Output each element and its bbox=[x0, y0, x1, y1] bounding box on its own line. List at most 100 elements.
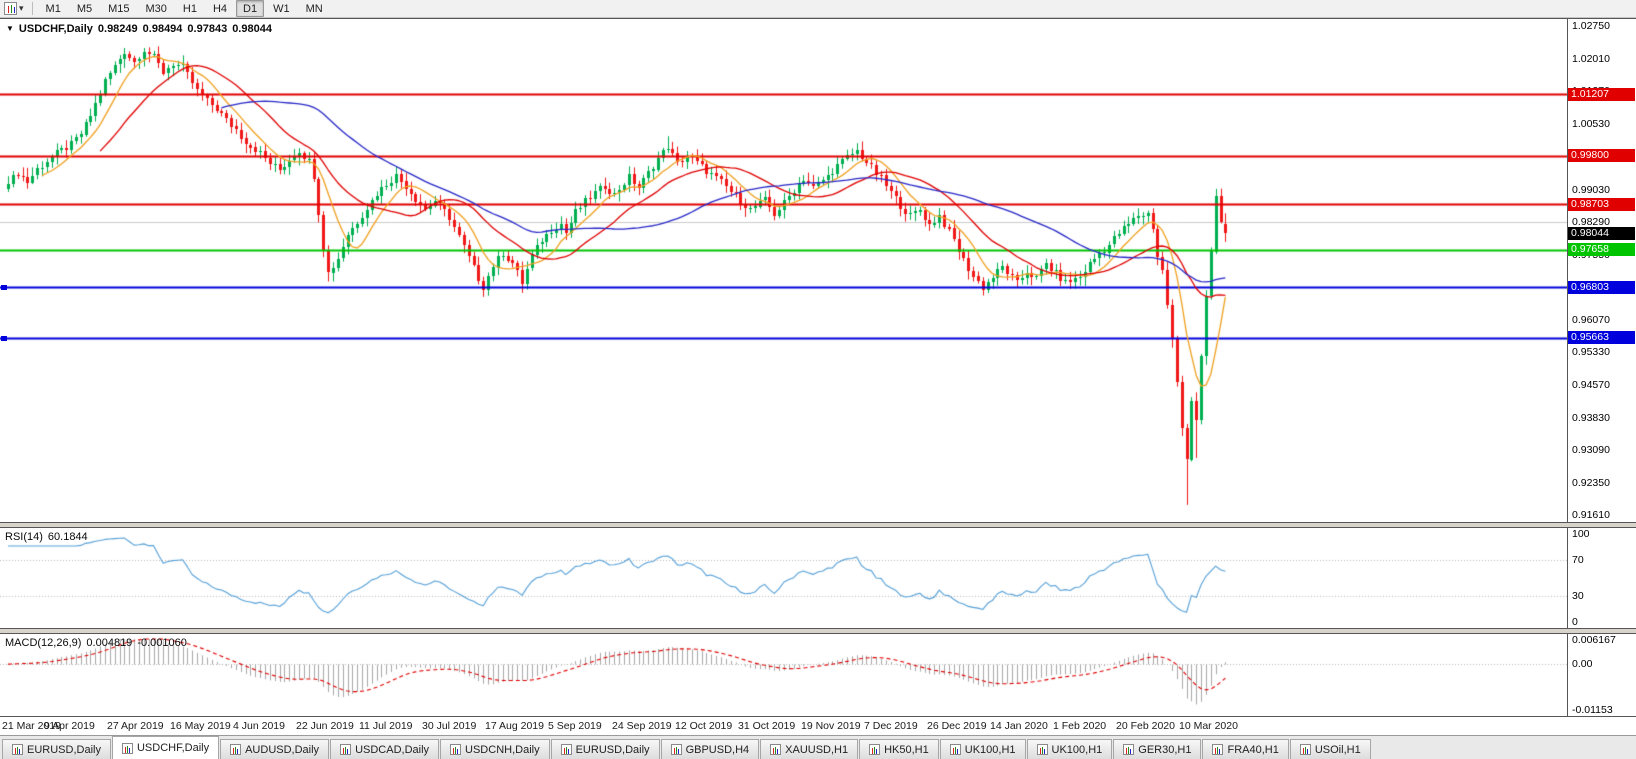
rsi-panel: RSI(14) 60.1844 100 70 30 0 bbox=[0, 527, 1636, 629]
rsi-indicator-name: RSI(14) bbox=[5, 531, 43, 543]
macd-signal-value: -0.001060 bbox=[137, 637, 187, 649]
chart-tabs: EURUSD,DailyUSDCHF,DailyAUDUSD,DailyUSDC… bbox=[0, 735, 1636, 759]
date-tick-label: 22 Jun 2019 bbox=[296, 720, 354, 732]
timeframe-button-m30[interactable]: M30 bbox=[139, 0, 174, 17]
rsi-canvas[interactable] bbox=[0, 528, 1567, 628]
rsi-axis-label: 70 bbox=[1572, 554, 1584, 566]
timeframe-button-m1[interactable]: M1 bbox=[39, 0, 68, 17]
price-tick-label: 1.00530 bbox=[1572, 118, 1610, 130]
rsi-label: RSI(14) 60.1844 bbox=[5, 531, 88, 543]
price-chart-canvas[interactable] bbox=[0, 19, 1567, 522]
timeframe-button-h4[interactable]: H4 bbox=[206, 0, 234, 17]
date-tick-label: 14 Jan 2020 bbox=[990, 720, 1048, 732]
time-axis[interactable]: 21 Mar 20199 Apr 201927 Apr 201916 May 2… bbox=[0, 717, 1636, 735]
toolbar-separator bbox=[32, 2, 33, 15]
tab-audusd-daily[interactable]: AUDUSD,Daily bbox=[220, 739, 329, 759]
tab-fra40-h1[interactable]: FRA40,H1 bbox=[1202, 739, 1288, 759]
date-tick-label: 9 Apr 2019 bbox=[44, 720, 95, 732]
tab-uk100-h1[interactable]: UK100,H1 bbox=[940, 739, 1026, 759]
chart-icon bbox=[1037, 744, 1048, 755]
price-tick-label: 1.02750 bbox=[1572, 20, 1610, 32]
tab-usdcad-daily[interactable]: USDCAD,Daily bbox=[330, 739, 439, 759]
price-tick-label: 0.95330 bbox=[1572, 346, 1610, 358]
price-tick-label: 0.96070 bbox=[1572, 314, 1610, 326]
chart-icon bbox=[671, 744, 682, 755]
tab-eurusd-daily[interactable]: EURUSD,Daily bbox=[2, 739, 111, 759]
chart-icon bbox=[1300, 744, 1311, 755]
tab-xauusd-h1[interactable]: XAUUSD,H1 bbox=[760, 739, 858, 759]
date-tick-label: 30 Jul 2019 bbox=[422, 720, 476, 732]
date-tick-label: 11 Jul 2019 bbox=[359, 720, 413, 732]
symbol-dropdown-icon[interactable]: ▼ bbox=[6, 24, 14, 33]
chart-ohlc-header: ▼ USDCHF,Daily 0.98249 0.98494 0.97843 0… bbox=[6, 23, 272, 35]
chart-icon bbox=[450, 744, 461, 755]
tab-gbpusd-h4[interactable]: GBPUSD,H4 bbox=[661, 739, 760, 759]
date-tick-label: 24 Sep 2019 bbox=[612, 720, 672, 732]
symbol-period-label: USDCHF,Daily bbox=[19, 23, 93, 35]
mt4-window: ▾ M1M5M15M30H1H4D1W1MN ▼ USDCHF,Daily 0.… bbox=[0, 0, 1636, 759]
tab-label: UK100,H1 bbox=[1052, 744, 1103, 756]
date-tick-label: 12 Oct 2019 bbox=[675, 720, 732, 732]
price-tick-label: 0.92350 bbox=[1572, 477, 1610, 489]
price-line-badge: 0.99800 bbox=[1568, 149, 1635, 162]
tab-label: USDCHF,Daily bbox=[137, 742, 209, 754]
date-tick-label: 17 Aug 2019 bbox=[485, 720, 544, 732]
timeframe-button-mn[interactable]: MN bbox=[299, 0, 330, 17]
chart-icon bbox=[1212, 744, 1223, 755]
hline-handle[interactable] bbox=[1, 336, 7, 341]
rsi-current-value: 60.1844 bbox=[48, 531, 88, 543]
timeframe-button-w1[interactable]: W1 bbox=[266, 0, 297, 17]
macd-indicator-name: MACD(12,26,9) bbox=[5, 637, 81, 649]
chart-icon bbox=[1123, 744, 1134, 755]
price-tick-label: 0.94570 bbox=[1572, 379, 1610, 391]
tab-label: HK50,H1 bbox=[884, 744, 929, 756]
ohlc-low: 0.97843 bbox=[187, 23, 227, 35]
timeframe-button-d1[interactable]: D1 bbox=[236, 0, 264, 17]
rsi-axis-label: 30 bbox=[1572, 590, 1584, 602]
price-line-badge: 0.95663 bbox=[1568, 331, 1635, 344]
macd-axis-label: -0.01153 bbox=[1572, 704, 1613, 716]
date-tick-label: 4 Jun 2019 bbox=[233, 720, 285, 732]
price-line-badge: 0.97658 bbox=[1568, 243, 1635, 256]
tab-ger30-h1[interactable]: GER30,H1 bbox=[1113, 739, 1201, 759]
tab-label: EURUSD,Daily bbox=[27, 744, 101, 756]
chart-icon bbox=[770, 744, 781, 755]
tab-uk100-h1[interactable]: UK100,H1 bbox=[1027, 739, 1113, 759]
tab-hk50-h1[interactable]: HK50,H1 bbox=[859, 739, 939, 759]
price-tick-label: 0.93830 bbox=[1572, 412, 1610, 424]
tab-label: USDCNH,Daily bbox=[465, 744, 540, 756]
macd-canvas[interactable] bbox=[0, 634, 1567, 716]
price-line-badge: 0.96803 bbox=[1568, 281, 1635, 294]
hline-handle[interactable] bbox=[1, 285, 7, 290]
timeframe-button-m5[interactable]: M5 bbox=[70, 0, 99, 17]
date-tick-label: 5 Sep 2019 bbox=[548, 720, 602, 732]
chart-selector-icon[interactable] bbox=[4, 2, 17, 15]
macd-axis: 0.0061670.00-0.01153 bbox=[1567, 634, 1636, 716]
date-tick-label: 20 Feb 2020 bbox=[1116, 720, 1175, 732]
price-line-badge: 0.98703 bbox=[1568, 198, 1635, 211]
ohlc-high: 0.98494 bbox=[143, 23, 183, 35]
tab-usdcnh-daily[interactable]: USDCNH,Daily bbox=[440, 739, 550, 759]
ohlc-close: 0.98044 bbox=[232, 23, 272, 35]
date-tick-label: 26 Dec 2019 bbox=[927, 720, 987, 732]
chart-selector-caret-icon[interactable]: ▾ bbox=[19, 3, 24, 14]
tab-usoil-h1[interactable]: USOil,H1 bbox=[1290, 739, 1371, 759]
timeframe-button-m15[interactable]: M15 bbox=[101, 0, 136, 17]
chart-icon bbox=[12, 744, 23, 755]
date-tick-label: 31 Oct 2019 bbox=[738, 720, 795, 732]
tab-label: USOil,H1 bbox=[1315, 744, 1361, 756]
chart-icon bbox=[230, 744, 241, 755]
tab-label: FRA40,H1 bbox=[1227, 744, 1278, 756]
rsi-axis-label: 0 bbox=[1572, 616, 1578, 628]
chart-icon bbox=[122, 743, 133, 754]
tab-usdchf-daily[interactable]: USDCHF,Daily bbox=[112, 736, 219, 759]
tab-label: GBPUSD,H4 bbox=[686, 744, 750, 756]
timeframe-buttons: M1M5M15M30H1H4D1W1MN bbox=[38, 0, 331, 17]
macd-main-value: 0.004819 bbox=[86, 637, 132, 649]
rsi-axis-label: 100 bbox=[1572, 528, 1590, 540]
price-line-badge: 0.98044 bbox=[1568, 227, 1635, 240]
timeframe-button-h1[interactable]: H1 bbox=[176, 0, 204, 17]
date-tick-label: 19 Nov 2019 bbox=[801, 720, 861, 732]
tab-label: UK100,H1 bbox=[965, 744, 1016, 756]
tab-eurusd-daily[interactable]: EURUSD,Daily bbox=[551, 739, 660, 759]
